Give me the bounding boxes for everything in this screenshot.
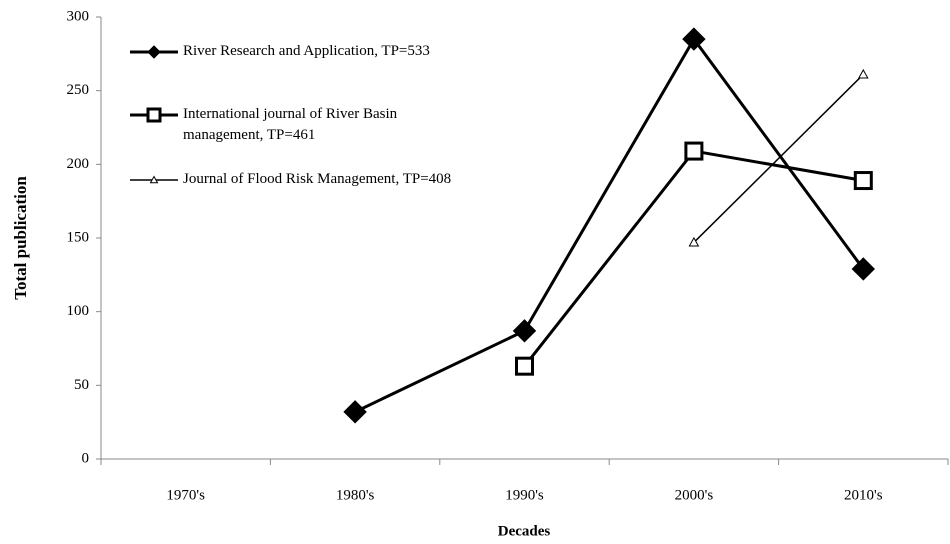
marker bbox=[853, 171, 873, 191]
marker bbox=[857, 68, 869, 79]
x-axis-label: Decades bbox=[498, 523, 551, 539]
y-tick-label: 250 bbox=[67, 82, 90, 98]
marker bbox=[684, 141, 704, 161]
series-line bbox=[354, 36, 865, 414]
x-tick-label: 2010's bbox=[844, 487, 883, 503]
legend-label: River Research and Application, TP=533 bbox=[183, 43, 430, 59]
y-tick-label: 50 bbox=[74, 377, 89, 393]
y-tick-label: 0 bbox=[82, 450, 90, 466]
series-line bbox=[693, 73, 864, 243]
marker bbox=[146, 107, 162, 123]
marker bbox=[688, 236, 700, 247]
y-axis-label: Total publication bbox=[11, 176, 30, 300]
marker bbox=[147, 45, 161, 59]
y-tick-label: 150 bbox=[67, 229, 90, 245]
x-tick-label: 1990's bbox=[505, 487, 544, 503]
marker bbox=[149, 175, 159, 184]
marker bbox=[682, 27, 706, 51]
y-tick-label: 300 bbox=[67, 8, 90, 24]
x-tick-label: 2000's bbox=[675, 487, 714, 503]
legend-label: Journal of Flood Risk Management, TP=408 bbox=[183, 171, 452, 187]
y-tick-label: 100 bbox=[67, 303, 90, 319]
x-tick-label: 1970's bbox=[166, 487, 205, 503]
marker bbox=[512, 319, 537, 343]
legend-label: International journal of River Basin man… bbox=[183, 106, 398, 143]
y-tick-label: 200 bbox=[67, 156, 90, 172]
marker bbox=[515, 356, 534, 376]
x-tick-label: 1980's bbox=[336, 487, 375, 503]
series-line bbox=[523, 149, 864, 368]
marker bbox=[851, 257, 876, 281]
marker bbox=[343, 400, 367, 424]
